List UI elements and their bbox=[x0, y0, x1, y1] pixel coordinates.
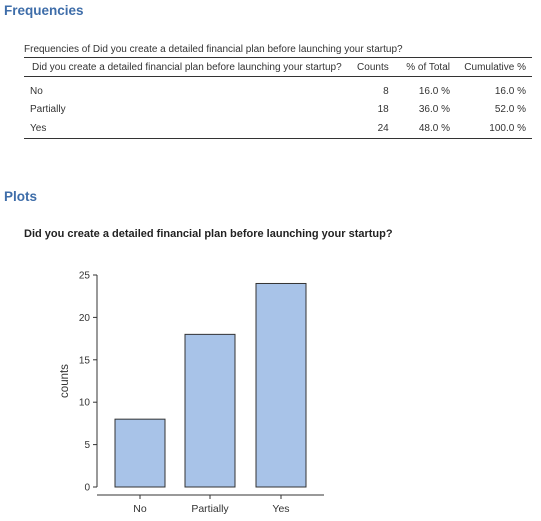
row-counts: 18 bbox=[377, 104, 389, 115]
bar-yes bbox=[255, 282, 307, 488]
chart-title: Did you create a detailed financial plan… bbox=[24, 228, 393, 240]
table-row: Yes 24 48.0 % 100.0 % bbox=[24, 119, 532, 139]
y-axis-label: counts bbox=[59, 364, 71, 398]
plots-section-title: Plots bbox=[4, 189, 38, 204]
row-level: Partially bbox=[30, 104, 66, 115]
bar-partially bbox=[184, 333, 236, 488]
x-tick-label: Partially bbox=[191, 503, 229, 515]
row-level: Yes bbox=[24, 119, 348, 139]
header-counts: Counts bbox=[347, 57, 395, 77]
frequencies-table-block: Frequencies of Did you create a detailed… bbox=[24, 43, 532, 139]
y-tick-label: 10 bbox=[79, 398, 91, 409]
frequencies-table: Did you create a detailed financial plan… bbox=[24, 57, 532, 139]
y-tick-label: 15 bbox=[79, 355, 91, 366]
table-caption: Frequencies of Did you create a detailed… bbox=[24, 44, 403, 55]
header-percent-total: % of Total bbox=[394, 57, 456, 77]
y-tick-label: 0 bbox=[84, 483, 90, 494]
row-level: No bbox=[30, 86, 43, 97]
row-cumulative: 100.0 % bbox=[456, 119, 532, 139]
row-cumulative: 16.0 % bbox=[494, 86, 526, 97]
x-tick-label: No bbox=[133, 503, 147, 515]
row-counts: 8 bbox=[383, 86, 389, 97]
y-tick-label: 5 bbox=[84, 440, 90, 451]
row-percent-total: 36.0 % bbox=[418, 104, 450, 115]
y-tick-label: 20 bbox=[79, 313, 91, 324]
table-header-row: Did you create a detailed financial plan… bbox=[24, 57, 532, 77]
y-tick-label: 25 bbox=[79, 271, 91, 282]
row-percent-total: 48.0 % bbox=[394, 119, 456, 139]
table-row: No 8 16.0 % 16.0 % bbox=[24, 77, 532, 101]
x-tick-label: Yes bbox=[272, 503, 289, 515]
row-percent-total: 16.0 % bbox=[418, 86, 450, 97]
table-row: Partially 18 36.0 % 52.0 % bbox=[24, 100, 532, 119]
bar-no bbox=[114, 418, 166, 488]
frequencies-section-title: Frequencies bbox=[4, 3, 84, 18]
header-cumulative: Cumulative % bbox=[456, 57, 532, 77]
header-question: Did you create a detailed financial plan… bbox=[24, 57, 348, 77]
row-counts: 24 bbox=[347, 119, 395, 139]
row-cumulative: 52.0 % bbox=[494, 104, 526, 115]
